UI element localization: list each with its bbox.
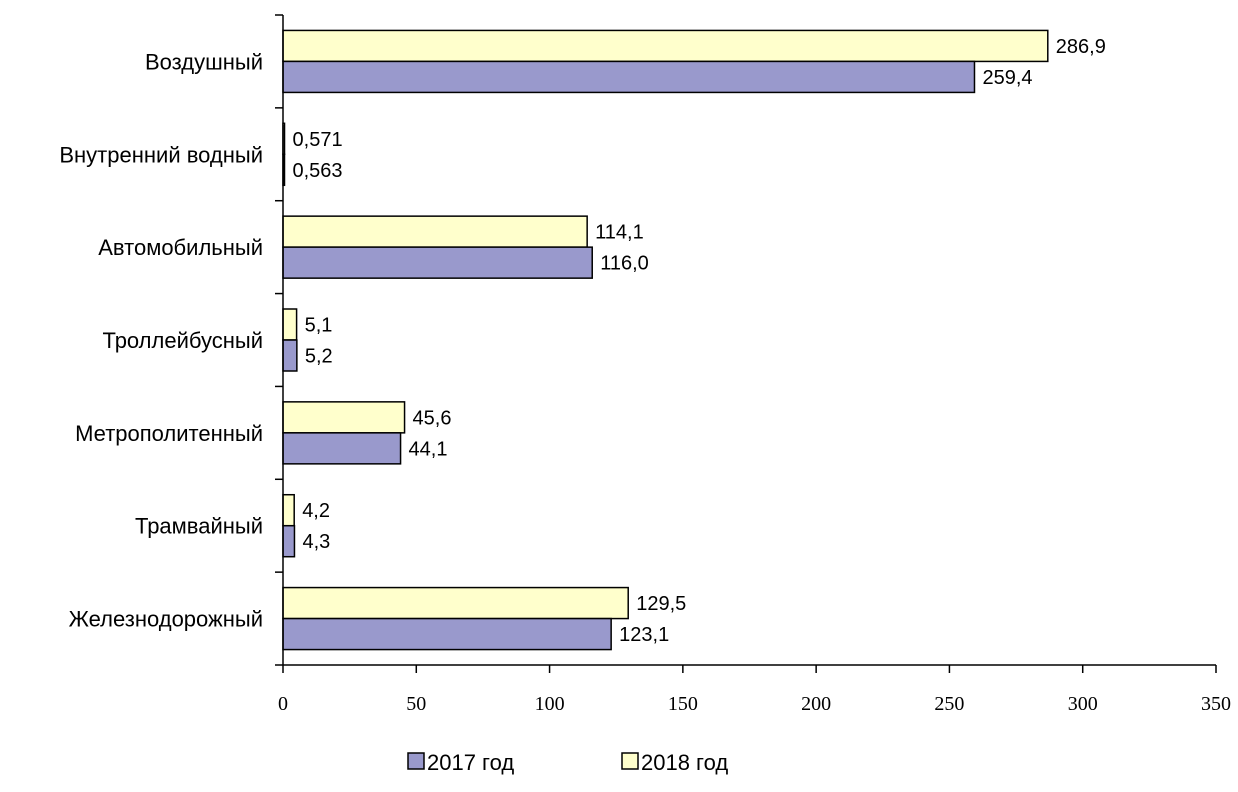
bar-2018-6 (282, 586, 629, 620)
x-tick-label: 50 (406, 693, 426, 715)
data-label-2017-3: 5,2 (305, 346, 333, 368)
category-label: Железнодорожный (69, 607, 263, 632)
bars-layer (282, 29, 1049, 651)
labels-layer: 286,9 259,4 Воздушный 0,571 0,563 Внутренний … (59, 36, 1231, 715)
bar-2018-5 (282, 493, 295, 527)
data-label-2018-5: 4,2 (302, 500, 330, 522)
bar-2018-3 (282, 308, 298, 341)
data-label-2017-2: 116,0 (600, 253, 649, 275)
bar-2017-5 (282, 524, 296, 558)
bar-2017-0 (282, 60, 976, 94)
data-label-2018-3: 5,1 (305, 315, 333, 337)
bar-2017-2 (282, 246, 593, 279)
data-label-2018-4: 45,6 (413, 407, 452, 429)
x-tick-label: 0 (278, 693, 288, 715)
data-label-2017-0: 259,4 (982, 67, 1032, 89)
legend-label: 2018 год (641, 750, 728, 775)
category-label: Воздушный (145, 49, 263, 74)
category-label: Метрополитенный (75, 421, 263, 446)
legend-swatch (621, 752, 639, 770)
category-label: Внутренний водный (59, 142, 263, 167)
x-tick-label: 200 (801, 693, 831, 715)
data-label-2018-0: 286,9 (1056, 36, 1106, 58)
data-label-2018-1: 0,571 (293, 129, 343, 151)
bar-2018-2 (282, 215, 588, 248)
legend-label: 2017 год (427, 750, 514, 775)
bar-2018-0 (282, 29, 1049, 63)
data-label-2017-5: 4,3 (302, 531, 330, 553)
bar-2017-3 (282, 339, 298, 372)
category-label: Трамвайный (135, 514, 263, 539)
bar-2018-4 (282, 401, 406, 434)
legend: 2017 год 2018 год (407, 750, 728, 775)
x-tick-label: 150 (668, 693, 698, 715)
data-label-2017-1: 0,563 (293, 160, 343, 182)
legend-swatch (407, 752, 425, 770)
category-label: Троллейбусный (102, 328, 263, 353)
category-label: Автомобильный (98, 235, 263, 260)
bar-2017-6 (282, 617, 612, 651)
x-tick-label: 300 (1068, 693, 1098, 715)
x-tick-label: 100 (535, 693, 565, 715)
data-label-2018-2: 114,1 (595, 222, 644, 244)
x-tick-label: 350 (1201, 693, 1231, 715)
data-label-2018-6: 129,5 (636, 593, 686, 615)
bar-2017-4 (282, 432, 402, 465)
data-label-2017-4: 44,1 (409, 438, 448, 460)
axes-layer (275, 14, 1217, 673)
data-label-2017-6: 123,1 (619, 624, 669, 646)
x-tick-label: 250 (934, 693, 964, 715)
